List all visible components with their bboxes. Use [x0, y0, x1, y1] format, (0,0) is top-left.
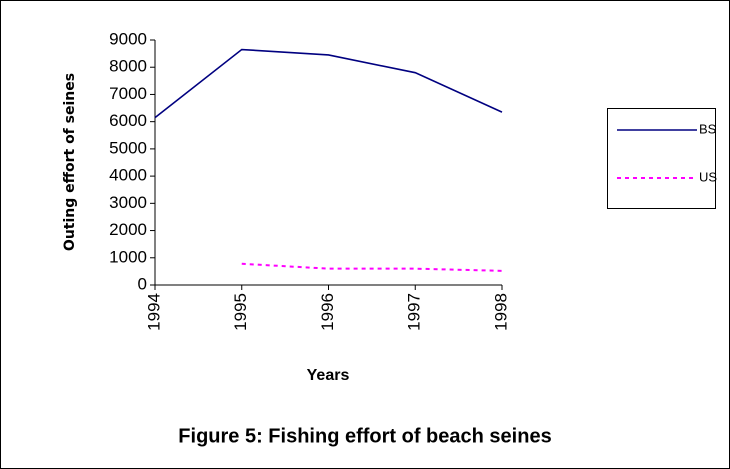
x-tick-label: 1994	[144, 293, 163, 331]
series-line	[241, 262, 503, 272]
y-tick-label: 9000	[109, 29, 147, 48]
y-tick-label: 0	[138, 274, 147, 293]
x-tick-label: 1995	[231, 293, 250, 331]
y-tick-label: 5000	[109, 138, 147, 157]
y-tick-label: 4000	[109, 166, 147, 185]
x-axis-label: Years	[307, 367, 350, 384]
chart-title: Figure 5: Fishing effort of beach seines	[178, 425, 551, 447]
y-tick-label: 8000	[109, 57, 147, 76]
y-axis-label: Outing effort of seines	[62, 73, 78, 251]
y-tick-label: 6000	[109, 111, 147, 130]
legend-label: US	[699, 169, 717, 184]
x-tick-label: 1998	[491, 293, 510, 331]
y-tick-label: 2000	[109, 220, 147, 239]
x-tick-label: 1996	[318, 293, 337, 331]
series-line	[154, 48, 503, 119]
x-tick-label: 1997	[405, 293, 424, 331]
legend-label: BS	[699, 121, 717, 136]
legend-box	[607, 108, 716, 209]
y-tick-label: 7000	[109, 84, 147, 103]
y-tick-label: 1000	[109, 247, 147, 266]
y-tick-label: 3000	[109, 193, 147, 212]
